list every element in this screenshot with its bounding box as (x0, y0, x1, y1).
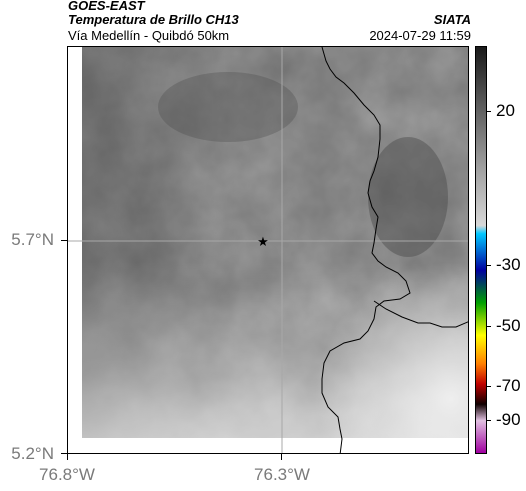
lat-tick (61, 240, 67, 241)
colorbar-label-minus70: -70 (496, 376, 521, 395)
region-label: Vía Medellín - Quibdó 50km (68, 28, 230, 43)
lat-label-5.2: 5.2°N (11, 444, 54, 463)
colorbar-tick (486, 111, 491, 112)
colorbar-tick (486, 326, 491, 327)
colorbar-label-minus50: -50 (496, 316, 521, 335)
lat-label-5.7: 5.7°N (11, 230, 54, 249)
satellite-map[interactable]: ★ (67, 46, 469, 454)
lon-tick (281, 454, 282, 460)
product-title: GOES-EAST (68, 0, 145, 13)
colorbar-tick (486, 265, 491, 266)
brightness-temperature-image: ★ (68, 47, 468, 453)
timestamp: 2024-07-29 11:59 (369, 28, 471, 43)
lon-tick (67, 454, 68, 460)
brand-label: SIATA (433, 12, 471, 27)
colorbar-label-minus90: -90 (496, 410, 521, 429)
colorbar-tick (486, 420, 491, 421)
temperature-colorbar (475, 46, 487, 454)
lon-label-76.3: 76.3°W (254, 465, 310, 484)
star-icon: ★ (257, 234, 269, 249)
department-border-east (373, 300, 468, 328)
product-subtitle: Temperatura de Brillo CH13 (68, 12, 239, 27)
department-border (321, 47, 411, 453)
colorbar-label-20: 20 (496, 101, 515, 120)
colorbar-label-minus30: -30 (496, 255, 521, 274)
lon-label-76.8: 76.8°W (39, 465, 95, 484)
colorbar-tick (486, 386, 491, 387)
lat-tick (61, 453, 67, 454)
